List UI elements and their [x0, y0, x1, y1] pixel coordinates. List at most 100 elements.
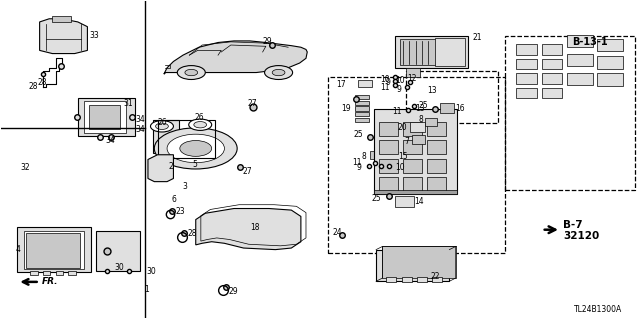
Text: 31: 31 — [124, 99, 133, 108]
Text: 11: 11 — [392, 107, 401, 116]
Bar — [401, 278, 412, 282]
Text: TL24B1300A: TL24B1300A — [575, 305, 623, 314]
Text: 4: 4 — [16, 245, 21, 254]
Bar — [355, 95, 369, 100]
Bar — [440, 103, 454, 113]
Bar — [597, 39, 623, 51]
Text: 12: 12 — [408, 74, 417, 83]
Text: 34: 34 — [135, 125, 145, 134]
Text: 1: 1 — [144, 285, 149, 294]
Bar — [84, 101, 125, 133]
Circle shape — [264, 66, 292, 79]
Bar — [376, 250, 449, 281]
Text: 16: 16 — [455, 104, 465, 113]
Circle shape — [177, 66, 205, 79]
Text: 10: 10 — [395, 163, 405, 172]
Text: 22: 22 — [431, 272, 440, 281]
Bar — [30, 271, 38, 275]
Bar — [68, 271, 76, 275]
Bar — [52, 16, 72, 22]
Bar — [157, 120, 215, 158]
Bar — [370, 151, 381, 159]
Text: 34: 34 — [105, 136, 115, 145]
Bar — [96, 231, 140, 271]
Bar — [516, 88, 537, 98]
Bar — [358, 80, 372, 87]
Text: 20: 20 — [397, 123, 406, 132]
Text: 32: 32 — [20, 163, 30, 172]
Text: 7: 7 — [404, 137, 409, 146]
Bar — [90, 105, 120, 130]
Bar — [597, 73, 623, 86]
Text: 29: 29 — [262, 37, 272, 46]
Text: 25: 25 — [419, 101, 428, 110]
Bar — [153, 120, 179, 153]
Text: 29: 29 — [229, 287, 239, 296]
Circle shape — [167, 134, 225, 163]
Text: 9: 9 — [386, 78, 391, 87]
Polygon shape — [164, 41, 307, 74]
Bar — [541, 59, 562, 69]
Text: 15: 15 — [397, 152, 408, 161]
Bar — [355, 118, 369, 122]
Bar — [399, 39, 438, 65]
Polygon shape — [148, 155, 173, 182]
Text: 13: 13 — [427, 86, 436, 95]
Text: 27: 27 — [243, 167, 252, 176]
Circle shape — [154, 128, 237, 169]
Text: 17: 17 — [336, 80, 346, 89]
Bar — [355, 106, 369, 111]
Bar — [379, 159, 397, 173]
Text: 13: 13 — [415, 104, 425, 113]
Text: 30: 30 — [147, 267, 156, 276]
Text: 6: 6 — [172, 195, 177, 204]
Text: 27: 27 — [247, 99, 257, 108]
Text: 8: 8 — [361, 152, 366, 161]
Circle shape — [156, 123, 168, 130]
Text: 9: 9 — [396, 85, 401, 94]
Text: 26: 26 — [194, 113, 204, 122]
Bar — [24, 231, 84, 269]
Bar — [541, 88, 562, 98]
Bar — [389, 153, 397, 160]
Bar — [417, 278, 427, 282]
Circle shape — [194, 122, 207, 128]
Bar — [403, 122, 422, 136]
Bar — [435, 38, 465, 66]
Bar — [355, 112, 369, 116]
Text: 2: 2 — [168, 162, 173, 171]
Text: 11: 11 — [380, 83, 390, 92]
Bar — [395, 36, 468, 68]
Bar — [379, 177, 397, 191]
Bar — [403, 177, 422, 191]
Circle shape — [272, 69, 285, 76]
Bar — [425, 118, 436, 126]
Bar — [432, 278, 442, 282]
Circle shape — [189, 119, 212, 130]
Text: 9: 9 — [356, 163, 362, 172]
Bar — [406, 69, 420, 77]
Bar — [516, 73, 537, 84]
Bar — [541, 44, 562, 55]
Text: 23: 23 — [176, 207, 186, 216]
Text: 30: 30 — [115, 263, 125, 272]
Bar — [383, 247, 456, 278]
Text: 10: 10 — [380, 75, 390, 84]
Polygon shape — [196, 209, 301, 250]
Polygon shape — [40, 19, 88, 54]
Text: 26: 26 — [157, 118, 167, 127]
Bar — [541, 73, 562, 84]
Bar — [403, 140, 422, 154]
Text: 8: 8 — [419, 115, 423, 124]
Bar — [516, 44, 537, 55]
Bar — [427, 177, 446, 191]
Text: 24: 24 — [333, 228, 342, 237]
Circle shape — [150, 121, 173, 132]
Text: 11: 11 — [352, 158, 362, 167]
Text: B-13-1: B-13-1 — [572, 37, 607, 47]
Text: 25: 25 — [353, 130, 363, 139]
Bar — [56, 271, 63, 275]
Bar — [567, 54, 593, 66]
Text: 32120: 32120 — [563, 231, 600, 241]
Bar — [379, 140, 397, 154]
